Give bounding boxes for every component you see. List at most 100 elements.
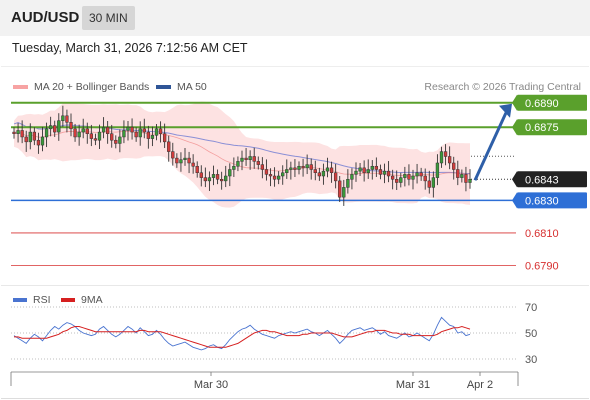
- rsi-tick-label: 50: [525, 328, 537, 340]
- legend-ma50: MA 50: [156, 81, 207, 93]
- ma50-legend-label: MA 50: [177, 81, 207, 93]
- candle-body: [309, 164, 313, 170]
- candle-body: [346, 179, 350, 188]
- candle-body: [154, 128, 159, 136]
- candle-body: [195, 165, 199, 173]
- candle-body: [468, 179, 472, 183]
- candle-body: [256, 161, 260, 165]
- candle-body: [297, 165, 301, 170]
- candle-body: [301, 165, 305, 169]
- candle-body: [338, 180, 342, 198]
- candle-body: [73, 128, 77, 138]
- ma50-swatch-icon: [156, 85, 171, 89]
- pivot-tag: [517, 192, 587, 209]
- candle-body: [211, 174, 216, 178]
- price-panel: MA 20 + Bollinger Bands MA 50 Research ©…: [1, 66, 589, 285]
- candle-body: [350, 174, 354, 180]
- rsi-line: [13, 316, 471, 351]
- candle-body: [134, 131, 138, 138]
- candle-body: [110, 133, 114, 141]
- candle-body: [16, 130, 20, 134]
- rsi-ma-line: [14, 325, 471, 348]
- candle-body: [374, 165, 379, 170]
- candle-body: [407, 174, 411, 180]
- candle-body: [191, 162, 195, 167]
- candle-body: [48, 125, 53, 130]
- candle-body: [366, 169, 370, 173]
- candle-body: [207, 177, 212, 182]
- candle-body: [32, 131, 37, 141]
- projection-arrow-shaft: [473, 112, 508, 181]
- pivot-label: 0.6830: [525, 195, 559, 207]
- candle-body: [354, 170, 358, 175]
- candle-body: [289, 167, 293, 170]
- candle-body: [423, 175, 427, 182]
- candle-body: [460, 174, 464, 178]
- candle-body: [179, 159, 183, 164]
- candle-body: [36, 139, 41, 146]
- candle-body: [126, 126, 130, 131]
- candle-body: [435, 162, 440, 178]
- current-price-label: 0.6843: [525, 174, 559, 186]
- candle-body: [81, 128, 85, 133]
- candle-body: [53, 125, 57, 133]
- candle-body: [439, 151, 444, 164]
- candle-body: [329, 167, 334, 173]
- resistance-tag-pointer: [512, 119, 517, 136]
- candle-body: [40, 136, 45, 146]
- rsi-panel: RSI 9MA 70 50 30 Mar 30 Mar 31 Apr 2: [1, 285, 589, 400]
- candle-body: [382, 170, 387, 175]
- header-bar: AUD/USD 30 MIN: [0, 0, 590, 36]
- candle-body: [390, 175, 395, 180]
- candle-body: [252, 156, 256, 162]
- candle-body: [89, 133, 94, 139]
- candle-body: [158, 128, 163, 134]
- candle-body: [399, 177, 403, 183]
- rsi-chart: 70 50 30 Mar 30 Mar 31 Apr 2: [10, 302, 537, 391]
- current-price-tag: [517, 171, 587, 188]
- candle-body: [146, 131, 151, 139]
- candle-body: [228, 169, 232, 177]
- ma9-legend-label: 9MA: [81, 294, 103, 306]
- candle-body: [162, 133, 167, 143]
- resistance-tag: [517, 119, 587, 136]
- candle-body: [77, 131, 81, 138]
- bottom-border: [1, 398, 589, 399]
- current-price-tag-pointer: [512, 171, 517, 188]
- pivot-tag-pointer: [512, 192, 517, 209]
- candle-body: [264, 169, 269, 175]
- x-tick-label: Mar 30: [194, 379, 228, 391]
- candle-body: [362, 167, 366, 173]
- candle-body: [456, 169, 460, 178]
- rsi-tick-label: 30: [525, 354, 537, 366]
- legend-rsi: RSI: [13, 294, 51, 306]
- candle-body: [138, 128, 142, 138]
- candle-body: [232, 165, 236, 170]
- candle-body: [97, 131, 102, 141]
- candle-body: [114, 139, 118, 144]
- x-tick-label: Apr 2: [467, 379, 493, 391]
- resistance-tag-pointer: [512, 94, 517, 111]
- candle-body: [317, 172, 322, 177]
- candle-body: [464, 174, 468, 183]
- candle-body: [69, 122, 73, 130]
- symbol-title: AUD/USD: [11, 9, 80, 26]
- candle-body: [130, 126, 134, 133]
- legend-9ma: 9MA: [61, 294, 103, 306]
- timeframe-badge[interactable]: 30 MIN: [82, 6, 135, 30]
- candle-body: [415, 172, 419, 177]
- candle-body: [171, 151, 175, 159]
- candle-body: [370, 165, 374, 170]
- candle-body: [122, 130, 126, 138]
- candle-body: [325, 167, 330, 172]
- candle-body: [443, 151, 448, 157]
- candle-body: [105, 126, 110, 134]
- candle-body: [403, 174, 407, 178]
- candle-body: [358, 167, 362, 172]
- copyright-text: Research © 2026 Trading Central: [424, 81, 581, 93]
- resistance-label: 0.6875: [525, 122, 559, 134]
- candle-body: [244, 157, 248, 160]
- candle-body: [285, 169, 289, 173]
- candle-body: [260, 164, 265, 170]
- price-chart: 0.6890 0.6875 0.6843 0.6830 0.6810 0.6790: [11, 94, 587, 272]
